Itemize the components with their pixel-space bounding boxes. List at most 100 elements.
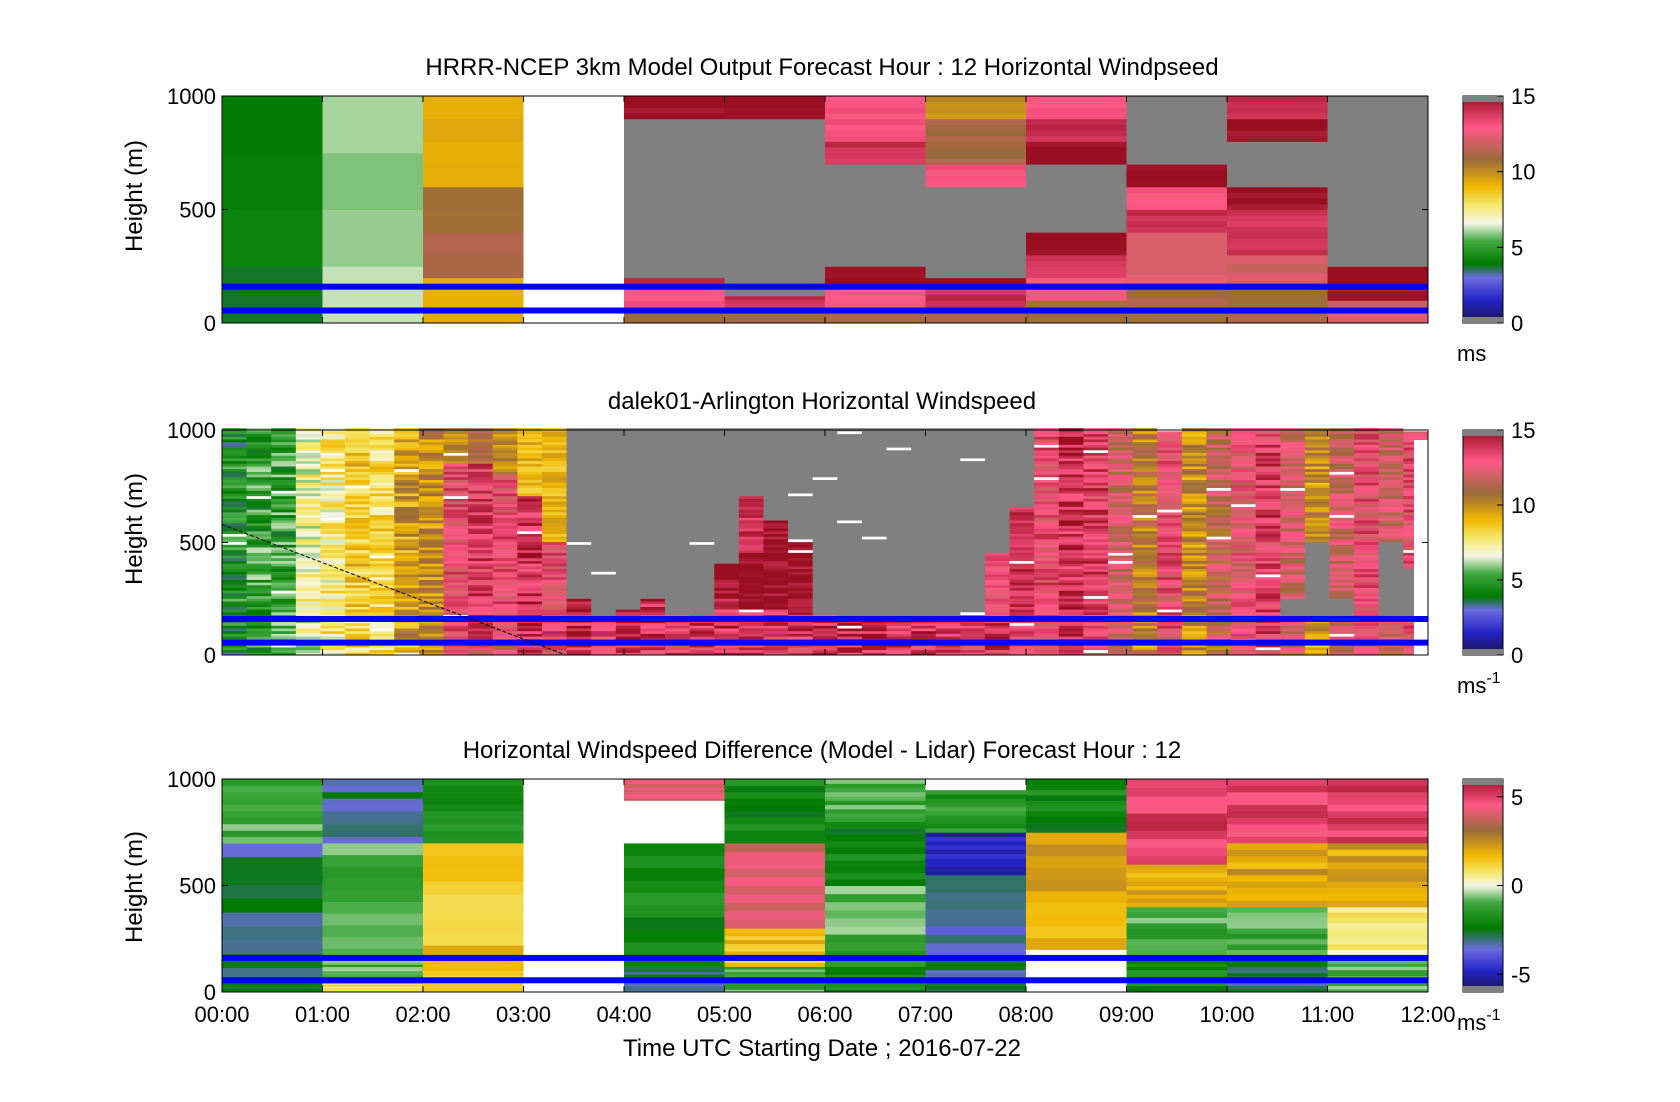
heatmap-cell bbox=[320, 471, 346, 475]
colorbar-missing-swatch bbox=[1463, 96, 1503, 102]
heatmap-cell bbox=[925, 785, 1027, 787]
heatmap-cell bbox=[345, 493, 371, 497]
heatmap-cell bbox=[763, 582, 789, 586]
heatmap-cell bbox=[517, 455, 543, 459]
heatmap-cell bbox=[763, 574, 789, 578]
heatmap-cell bbox=[1009, 609, 1035, 613]
heatmap-cell bbox=[763, 584, 789, 588]
heatmap-cell bbox=[1329, 439, 1355, 443]
heatmap-cell bbox=[369, 557, 395, 561]
heatmap-cell bbox=[837, 498, 863, 502]
heatmap-cell bbox=[886, 463, 912, 467]
heatmap-cell bbox=[1304, 436, 1331, 440]
heatmap-cell bbox=[886, 633, 912, 637]
heatmap-cell bbox=[1034, 490, 1060, 494]
heatmap-cell bbox=[1354, 503, 1380, 507]
heatmap-cell bbox=[1354, 490, 1380, 494]
heatmap-cell bbox=[615, 471, 641, 475]
heatmap-cell bbox=[1108, 549, 1134, 553]
heatmap-cell bbox=[689, 571, 715, 575]
heatmap-cell bbox=[763, 493, 789, 497]
heatmap-cell bbox=[1157, 430, 1183, 435]
heatmap-cell bbox=[788, 563, 814, 567]
heatmap-cell bbox=[1126, 147, 1228, 165]
colorbar-tick-label: 10 bbox=[1511, 493, 1535, 518]
heatmap-cell bbox=[246, 598, 272, 602]
heatmap-cell bbox=[763, 476, 789, 480]
heatmap-cell bbox=[1231, 503, 1257, 507]
heatmap-cell bbox=[394, 592, 420, 597]
heatmap-cell bbox=[825, 808, 926, 814]
heatmap-cell bbox=[825, 277, 926, 284]
heatmap-cell bbox=[345, 520, 371, 524]
heatmap-cell bbox=[1227, 237, 1328, 245]
heatmap-cell bbox=[665, 514, 691, 518]
heatmap-cell bbox=[1304, 511, 1331, 516]
heatmap-cell bbox=[443, 487, 469, 491]
heatmap-cell bbox=[1132, 460, 1158, 464]
heatmap-cell bbox=[523, 864, 625, 886]
heatmap-cell bbox=[724, 958, 826, 964]
heatmap-cell bbox=[295, 609, 321, 613]
heatmap-cell bbox=[492, 522, 518, 526]
heatmap-cell bbox=[345, 536, 371, 540]
heatmap-cell bbox=[423, 232, 524, 256]
heatmap-cell bbox=[517, 557, 543, 561]
heatmap-cell bbox=[960, 644, 986, 648]
heatmap-cell bbox=[468, 487, 494, 491]
heatmap-cell bbox=[320, 530, 346, 534]
heatmap-cell bbox=[1083, 579, 1109, 583]
heatmap-cell bbox=[911, 544, 937, 548]
heatmap-cell bbox=[1206, 522, 1232, 526]
heatmap-cell bbox=[271, 541, 297, 545]
heatmap-cell bbox=[714, 484, 740, 489]
heatmap-cell bbox=[724, 804, 826, 812]
heatmap-cell bbox=[960, 595, 986, 599]
heatmap-cell bbox=[640, 479, 666, 483]
heatmap-cell bbox=[566, 517, 592, 521]
heatmap-cell bbox=[517, 457, 543, 462]
heatmap-cell bbox=[714, 601, 740, 605]
heatmap-cell bbox=[541, 457, 568, 462]
heatmap-cell bbox=[1108, 444, 1134, 448]
heatmap-cell bbox=[1108, 576, 1134, 580]
heatmap-cell bbox=[640, 474, 666, 478]
heatmap-cell bbox=[1058, 541, 1084, 545]
heatmap-cell bbox=[1327, 836, 1429, 844]
heatmap-cell bbox=[788, 587, 814, 591]
heatmap-cell bbox=[925, 779, 1027, 781]
heatmap-cell bbox=[246, 636, 272, 640]
heatmap-cell bbox=[369, 625, 395, 629]
heatmap-cell bbox=[1329, 498, 1355, 502]
heatmap-cell bbox=[724, 971, 826, 975]
heatmap-cell bbox=[1206, 506, 1232, 510]
heatmap-cell bbox=[468, 609, 494, 613]
heatmap-cell bbox=[418, 587, 445, 591]
heatmap-cell bbox=[984, 468, 1011, 472]
heatmap-cell bbox=[1108, 471, 1134, 475]
heatmap-cell bbox=[345, 563, 371, 567]
heatmap-cell bbox=[271, 463, 297, 467]
heatmap-cell bbox=[246, 552, 272, 556]
heatmap-cell bbox=[443, 525, 469, 529]
heatmap-cell bbox=[1108, 468, 1134, 472]
heatmap-cell bbox=[322, 842, 424, 856]
heatmap-cell bbox=[724, 986, 826, 990]
heatmap-cell bbox=[1304, 457, 1331, 462]
heatmap-cell bbox=[1058, 649, 1084, 653]
heatmap-cell bbox=[1304, 493, 1331, 497]
heatmap-cell bbox=[517, 636, 543, 640]
heatmap-cell bbox=[763, 646, 789, 651]
heatmap-cell bbox=[960, 590, 986, 594]
heatmap-cell bbox=[861, 598, 888, 602]
heatmap-cell bbox=[345, 528, 371, 532]
heatmap-cell bbox=[517, 544, 543, 548]
heatmap-cell bbox=[468, 574, 494, 578]
heatmap-cell bbox=[788, 625, 814, 629]
heatmap-cell bbox=[837, 487, 863, 491]
heatmap-cell bbox=[222, 595, 248, 599]
heatmap-cell bbox=[1181, 584, 1207, 588]
heatmap-cell bbox=[1231, 530, 1257, 534]
heatmap-cell bbox=[541, 622, 568, 626]
heatmap-cell bbox=[1206, 495, 1232, 499]
